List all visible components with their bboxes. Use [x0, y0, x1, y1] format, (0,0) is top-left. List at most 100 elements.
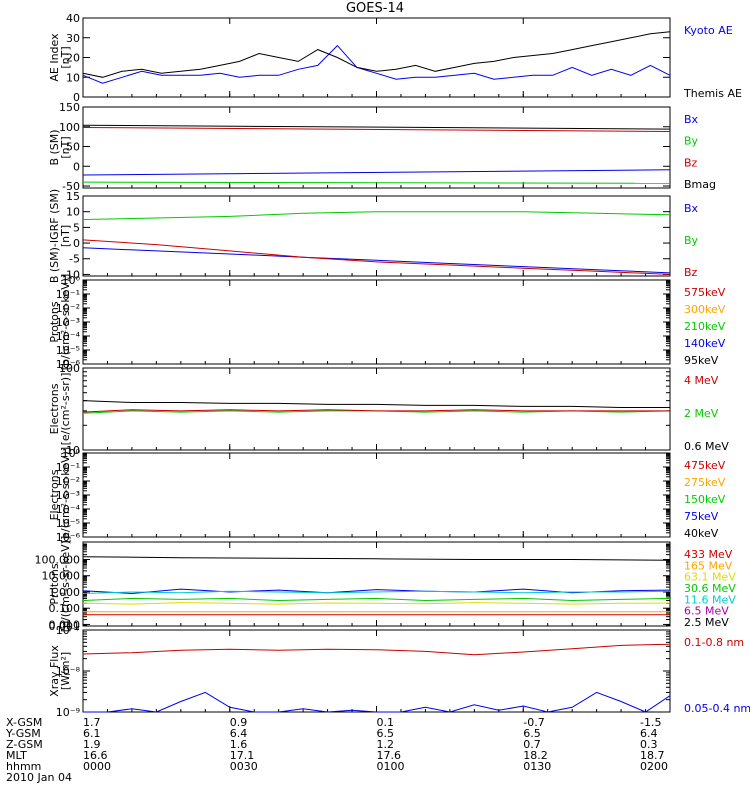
y-axis-label-line: Protons	[48, 563, 61, 604]
series-kyoto-ae	[82, 44, 671, 84]
y-tick-label: 30	[66, 32, 80, 45]
y-axis-label-line: [e/(cm²-s-sr)]	[59, 373, 72, 446]
y-axis-label-line: B (SM)	[48, 129, 61, 165]
y-axis-label: B (SM)[nT]	[48, 129, 72, 165]
legend-entry: 40keV	[684, 527, 719, 540]
legend-entry: 2 MeV	[684, 407, 719, 420]
legend-entry: 63.1 MeV	[684, 571, 736, 584]
y-tick-label: 10⁻⁶	[56, 358, 81, 371]
legend-entry: Bmag	[684, 178, 716, 191]
panel-bsm: -50 0 50 100 150 B (SM)[nT] Bx By Bz Bmag	[48, 101, 716, 193]
y-axis-label-line: [p/(cm²-s-sr-keV)]	[59, 274, 72, 371]
series-0-6-mev	[82, 400, 670, 408]
legend-entry: Kyoto AE	[684, 24, 733, 37]
panel-frame	[82, 279, 671, 365]
legend-entry: 0.1-0.8 nm	[684, 636, 744, 649]
series-bx	[82, 247, 671, 274]
y-tick-label: 150	[59, 101, 80, 114]
y-tick-label: 10⁻⁷	[56, 624, 80, 637]
y-tick-label: 10⁻⁸	[56, 665, 81, 678]
series-themis-ae	[82, 31, 671, 78]
series-6-5-mev	[82, 588, 671, 595]
y-axis-label-line: Protons	[48, 301, 61, 342]
series-by	[82, 211, 671, 220]
y-axis-label: Xray Flux[W/m²]	[48, 645, 72, 697]
legend-entry: Bz	[684, 266, 698, 279]
panel-frame	[82, 367, 671, 451]
y-tick-label: 0.010	[49, 618, 81, 631]
panel-frame	[82, 452, 671, 538]
y-axis-label-line: AE Index	[48, 33, 61, 82]
y-axis-label: Electrons[e/(cm²-s-sr)]	[48, 373, 72, 446]
y-tick-label: 10	[66, 444, 80, 457]
legend-entry: By	[684, 234, 699, 247]
y-tick-label: 10⁻⁵	[56, 517, 80, 530]
y-tick-label: 10	[66, 206, 80, 219]
legend-entry: 300keV	[684, 303, 726, 316]
y-tick-label: 10⁰	[62, 274, 81, 287]
series-63-1-mev	[82, 602, 671, 605]
legend-entry: 475keV	[684, 459, 726, 472]
y-tick-label: 100	[59, 121, 80, 134]
y-axis-label-line: [e/(cm²-s-sr-keV)]	[59, 447, 72, 543]
legend-entry: Bx	[684, 202, 699, 215]
legend-entry: 0.05-0.4 nm	[684, 702, 750, 715]
y-tick-label: 10⁻³	[56, 489, 80, 502]
series-30-6-mev	[82, 597, 671, 602]
legend-entry: 6.5 MeV	[684, 605, 729, 618]
y-tick-label: 0.100	[49, 602, 81, 615]
panel-frame	[82, 541, 671, 627]
y-tick-label: 10⁻²	[56, 302, 80, 315]
legend-entry: Themis AE	[683, 87, 742, 100]
panel-xray: 10⁻⁹ 10⁻⁸ 10⁻⁷ Xray Flux[W/m²] 0.1-0.8 nm 0.0…	[48, 624, 750, 719]
y-axis-label-line: [nT]	[59, 225, 72, 247]
legend-entry: Bz	[684, 156, 698, 169]
y-tick-label: 10⁻⁹	[56, 706, 80, 719]
legend-entry: 2.5 MeV	[684, 616, 729, 629]
y-tick-label: 10⁻²	[56, 475, 80, 488]
panel-frame	[82, 629, 671, 713]
y-tick-label: 40	[66, 12, 80, 25]
legend-entry: 95keV	[684, 354, 719, 367]
y-axis-label: Electrons[e/(cm²-s-sr-keV)]	[48, 447, 72, 543]
y-tick-label: 10⁻⁶	[56, 531, 81, 544]
panel-ae: 0 10 20 30 40 AE Index[nT] Kyoto AE Themis AE	[48, 12, 742, 104]
y-tick-label: 10⁻¹	[56, 461, 80, 474]
figure-title: GOES-14	[345, 1, 404, 16]
y-tick-label: 0	[73, 91, 80, 104]
y-axis-label: Protons[p/(cm²-s-sr-keV)]	[48, 536, 72, 633]
y-tick-label: 10⁻⁵	[56, 344, 80, 357]
y-tick-label: 0	[73, 160, 80, 173]
y-axis-label: Protons[p/(cm²-s-sr-keV)]	[48, 274, 72, 371]
series-2-5-mev	[82, 556, 671, 561]
legend-entry: 4 MeV	[684, 374, 719, 387]
y-tick-label: 100	[59, 362, 80, 375]
legend-entry: 575keV	[684, 286, 726, 299]
y-tick-label: 50	[66, 141, 80, 154]
y-tick-label: 100.000	[35, 554, 81, 567]
y-axis-label-line: Electrons	[48, 383, 61, 434]
legend-entry: 150keV	[684, 493, 726, 506]
y-tick-label: -10	[62, 268, 80, 281]
series-bx	[82, 169, 671, 176]
series-bz	[82, 127, 671, 132]
y-axis-label-line: B (SM)-IGRF (SM)	[48, 189, 61, 283]
y-tick-label: 10	[66, 71, 80, 84]
series-by	[82, 181, 671, 184]
panel-electrons2: 10⁻⁶10⁻⁵10⁻⁴10⁻³10⁻²10⁻¹10⁰Electrons[e/(…	[48, 447, 726, 544]
y-tick-label: 15	[66, 190, 80, 203]
y-tick-label: 0	[73, 237, 80, 250]
y-axis-label-line: [p/(cm²-s-sr-keV)]	[59, 536, 72, 633]
y-axis-label-line: Electrons	[48, 469, 61, 520]
y-tick-label: 10⁰	[62, 447, 81, 460]
y-tick-label: -5	[69, 253, 80, 266]
y-axis-label-line: Xray Flux	[48, 645, 61, 697]
y-tick-label: 10⁻¹	[56, 288, 80, 301]
legend-entry: By	[684, 135, 699, 148]
legend-entry: 140keV	[684, 337, 726, 350]
panel-frame	[82, 195, 671, 277]
